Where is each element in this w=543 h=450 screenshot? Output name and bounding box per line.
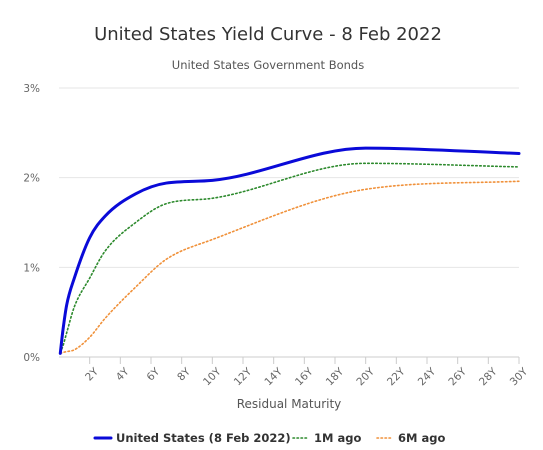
series-line-3[interactable] bbox=[59, 180, 520, 355]
legend-label: 1M ago bbox=[314, 431, 361, 445]
y-tick-label: 2% bbox=[23, 173, 40, 185]
series-line-1[interactable] bbox=[58, 146, 521, 355]
y-tick-label: 1% bbox=[23, 262, 40, 274]
grid-lines bbox=[59, 87, 519, 358]
legend[interactable]: United States (8 Feb 2022) 1M ago 6M ago bbox=[93, 431, 445, 445]
y-tick-label: 3% bbox=[23, 83, 40, 95]
chart-title: United States Yield Curve - 8 Feb 2022 bbox=[94, 24, 442, 45]
series-line-2[interactable] bbox=[59, 162, 520, 354]
x-tick-label: 8Y bbox=[175, 365, 193, 383]
x-tick-label: 20Y bbox=[354, 365, 377, 388]
x-tick-label: 24Y bbox=[416, 365, 439, 388]
legend-label: United States (8 Feb 2022) bbox=[116, 431, 291, 445]
x-tick-label: 28Y bbox=[477, 365, 500, 388]
legend-item-2[interactable]: 1M ago bbox=[292, 431, 361, 445]
legend-item-3[interactable]: 6M ago bbox=[376, 431, 445, 445]
x-tick-label: 4Y bbox=[114, 365, 132, 383]
legend-item-1[interactable]: United States (8 Feb 2022) bbox=[93, 431, 291, 445]
x-axis-labels: 2Y 4Y 6Y 8Y 10Y 12Y 14Y 16Y 18Y 20Y 22Y 24Y 26Y 28Y 30… bbox=[83, 365, 530, 388]
x-tick-label: 14Y bbox=[262, 365, 285, 388]
x-axis-title: Residual Maturity bbox=[237, 397, 342, 411]
x-tick-label: 16Y bbox=[293, 365, 316, 388]
x-tick-label: 6Y bbox=[144, 365, 162, 383]
series-lines bbox=[58, 146, 521, 355]
chart-subtitle: United States Government Bonds bbox=[172, 58, 364, 72]
x-tick-label: 18Y bbox=[324, 365, 347, 388]
y-tick-label: 0% bbox=[23, 352, 40, 364]
x-tick-label: 26Y bbox=[446, 365, 469, 388]
x-tick-label: 2Y bbox=[83, 365, 101, 383]
x-tick-label: 22Y bbox=[385, 365, 408, 388]
x-tick-label: 30Y bbox=[508, 365, 531, 388]
x-tick-label: 10Y bbox=[201, 365, 224, 388]
y-axis-labels: 0% 1% 2% 3% bbox=[23, 83, 40, 364]
x-axis bbox=[59, 356, 520, 364]
x-tick-label: 12Y bbox=[232, 365, 255, 388]
legend-label: 6M ago bbox=[398, 431, 445, 445]
